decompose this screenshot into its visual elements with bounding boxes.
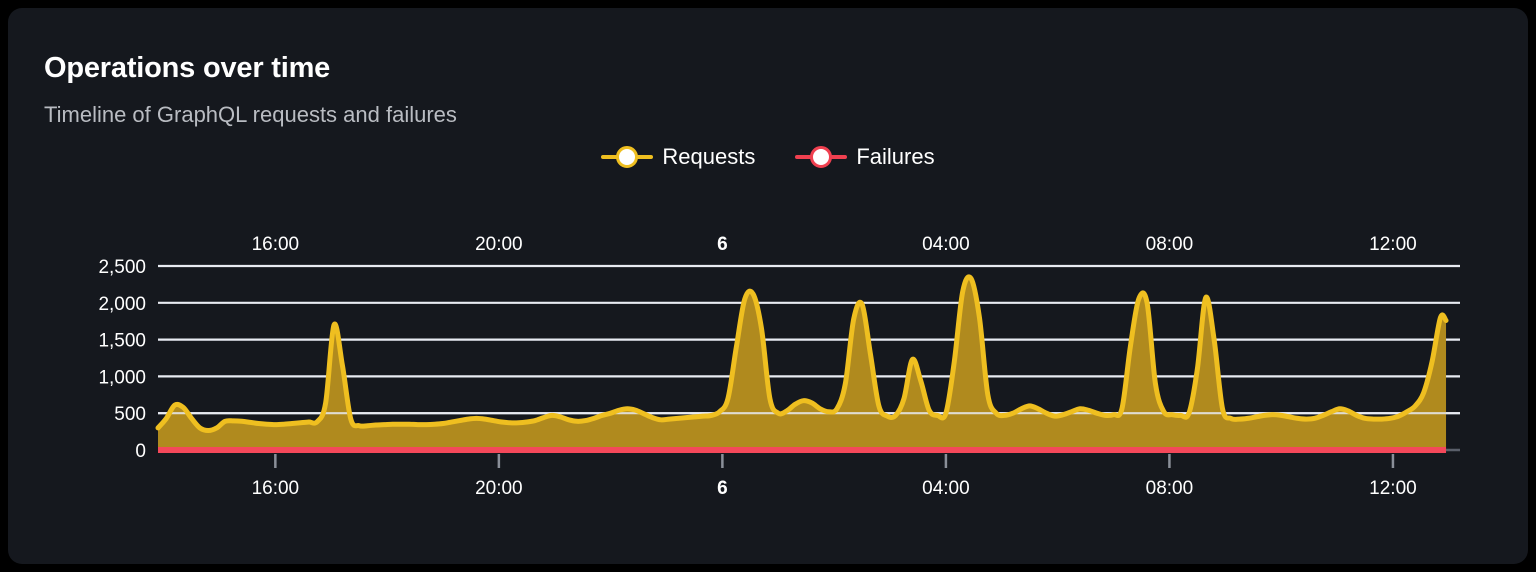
x-axis-tick-label-bottom: 12:00 bbox=[1369, 478, 1417, 499]
x-axis-tick-label-top: 04:00 bbox=[922, 234, 970, 255]
y-axis-tick-label: 1,500 bbox=[98, 331, 146, 352]
y-axis-tick-label: 0 bbox=[135, 441, 146, 462]
x-axis-tick-label-top: 6 bbox=[717, 234, 728, 255]
x-axis-tick-label-top: 12:00 bbox=[1369, 234, 1417, 255]
x-axis-tick-label-bottom: 08:00 bbox=[1146, 478, 1194, 499]
legend-item-requests[interactable]: Requests bbox=[601, 144, 755, 170]
legend-item-failures[interactable]: Failures bbox=[795, 144, 935, 170]
page-title: Operations over time bbox=[44, 52, 331, 84]
x-axis-tick-label-top: 20:00 bbox=[475, 234, 523, 255]
legend-marker-failures-icon bbox=[795, 146, 848, 168]
x-axis-tick-label-top: 08:00 bbox=[1146, 234, 1194, 255]
legend-label-requests: Requests bbox=[662, 144, 756, 169]
chart-legend: Requests Failures bbox=[8, 144, 1528, 170]
x-axis-tick-label-bottom: 16:00 bbox=[252, 478, 300, 499]
panel-subtitle: Timeline of GraphQL requests and failure… bbox=[44, 102, 457, 127]
requests-line[interactable] bbox=[155, 274, 1449, 433]
chart-area[interactable]: 0 500 1,000 1,500 2,000 2,500 16:00 16:00 20:00 2… bbox=[8, 8, 1528, 564]
x-axis-tick-label-bottom: 6 bbox=[717, 478, 728, 499]
y-axis-tick-label: 1,000 bbox=[98, 367, 146, 388]
x-axis-tick-label-top: 16:00 bbox=[252, 234, 300, 255]
chart-panel-card: Operations over time Timeline of GraphQL… bbox=[8, 8, 1528, 564]
y-axis-tick-label: 2,500 bbox=[98, 257, 146, 278]
y-axis-tick-label: 500 bbox=[114, 404, 146, 425]
legend-marker-requests-icon bbox=[601, 146, 654, 168]
operations-timeseries-chart[interactable]: 0 500 1,000 1,500 2,000 2,500 16:00 16:00 20:00 2… bbox=[8, 8, 1528, 564]
x-axis-tick-label-bottom: 04:00 bbox=[922, 478, 970, 499]
legend-label-failures: Failures bbox=[856, 144, 935, 169]
y-axis-tick-label: 2,000 bbox=[98, 294, 146, 315]
x-axis-tick-label-bottom: 20:00 bbox=[475, 478, 523, 499]
